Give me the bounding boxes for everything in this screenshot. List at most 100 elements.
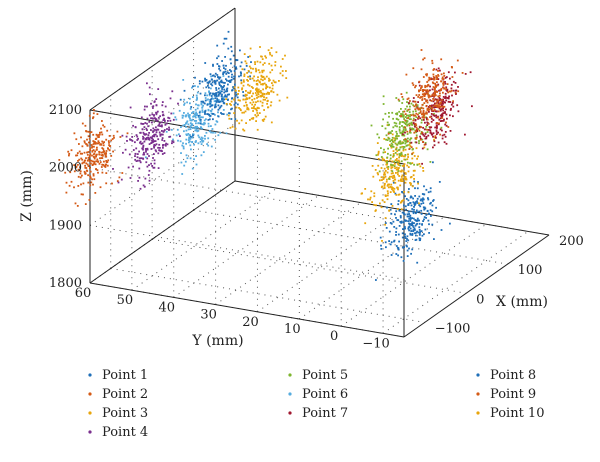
data-point xyxy=(148,143,151,145)
data-point xyxy=(415,130,417,133)
data-point xyxy=(176,128,179,131)
data-point xyxy=(442,86,445,89)
data-point xyxy=(391,133,394,136)
data-point xyxy=(99,131,101,134)
data-point xyxy=(146,82,148,85)
data-point xyxy=(401,200,403,202)
data-point xyxy=(435,110,438,113)
data-point xyxy=(86,138,88,141)
data-point xyxy=(207,113,210,116)
data-point xyxy=(430,126,433,129)
data-point xyxy=(280,65,282,68)
data-point xyxy=(411,128,413,131)
data-point xyxy=(412,224,414,227)
data-point xyxy=(145,150,147,153)
data-point xyxy=(401,169,403,172)
data-point xyxy=(402,212,405,215)
data-point xyxy=(384,217,387,219)
data-point xyxy=(222,81,225,84)
data-point xyxy=(132,149,135,151)
data-point xyxy=(414,229,416,231)
data-point xyxy=(434,84,437,87)
data-point xyxy=(194,85,196,87)
data-point xyxy=(210,98,213,100)
data-point xyxy=(92,143,95,145)
data-point xyxy=(261,76,264,78)
data-point xyxy=(252,101,255,104)
data-point xyxy=(414,137,417,139)
data-point xyxy=(240,79,243,82)
data-point xyxy=(396,186,398,189)
data-point xyxy=(370,190,373,193)
data-point xyxy=(402,199,405,202)
data-point xyxy=(407,170,410,173)
data-point xyxy=(435,114,437,117)
data-point xyxy=(402,130,405,132)
data-point xyxy=(440,99,443,101)
data-point xyxy=(435,136,437,139)
legend-label: Point 9 xyxy=(490,387,536,402)
data-point xyxy=(386,171,389,174)
data-point xyxy=(248,96,251,99)
data-point xyxy=(424,137,427,140)
data-point xyxy=(265,75,268,78)
data-point xyxy=(416,128,419,131)
data-point xyxy=(200,126,202,128)
data-point xyxy=(84,124,87,127)
data-point xyxy=(442,81,445,83)
data-point xyxy=(196,125,198,128)
data-point xyxy=(406,255,409,257)
data-point xyxy=(197,134,200,137)
data-point xyxy=(245,101,247,104)
data-point xyxy=(222,72,225,74)
data-point xyxy=(135,160,138,162)
data-point xyxy=(238,90,240,92)
data-point xyxy=(416,202,419,204)
data-point xyxy=(423,208,426,211)
data-point xyxy=(406,164,409,167)
data-point xyxy=(394,142,397,145)
data-point xyxy=(442,100,445,103)
data-point xyxy=(419,110,422,113)
data-point xyxy=(426,85,428,88)
data-point xyxy=(233,75,235,78)
data-point xyxy=(183,124,186,126)
data-point xyxy=(402,110,404,113)
data-point xyxy=(404,233,406,236)
data-point xyxy=(134,141,136,144)
data-point xyxy=(208,86,210,89)
data-point xyxy=(404,142,407,145)
data-point xyxy=(398,167,400,169)
data-point xyxy=(200,100,203,103)
data-point xyxy=(245,122,247,124)
data-point xyxy=(223,37,226,40)
data-point xyxy=(210,104,213,107)
data-point xyxy=(192,96,194,98)
data-point xyxy=(255,120,257,122)
data-point xyxy=(230,62,232,65)
data-point xyxy=(237,99,240,102)
data-point xyxy=(102,164,104,166)
data-point xyxy=(360,192,363,195)
data-point xyxy=(442,96,445,98)
data-point xyxy=(235,66,237,69)
data-point xyxy=(153,133,156,136)
data-point xyxy=(413,105,416,108)
data-point xyxy=(405,123,407,126)
data-point xyxy=(434,110,437,113)
data-point xyxy=(414,119,417,121)
data-point xyxy=(402,155,405,158)
data-point xyxy=(264,55,267,58)
data-point xyxy=(456,104,459,107)
data-point xyxy=(418,112,421,114)
data-point xyxy=(142,184,145,187)
data-point xyxy=(196,107,199,110)
data-point xyxy=(210,87,212,90)
legend-entry: Point 10 xyxy=(476,406,544,421)
data-point xyxy=(222,42,225,45)
data-point xyxy=(167,116,170,119)
data-point xyxy=(102,124,104,127)
data-point xyxy=(397,168,400,171)
data-point xyxy=(177,102,179,105)
data-point xyxy=(402,121,405,123)
